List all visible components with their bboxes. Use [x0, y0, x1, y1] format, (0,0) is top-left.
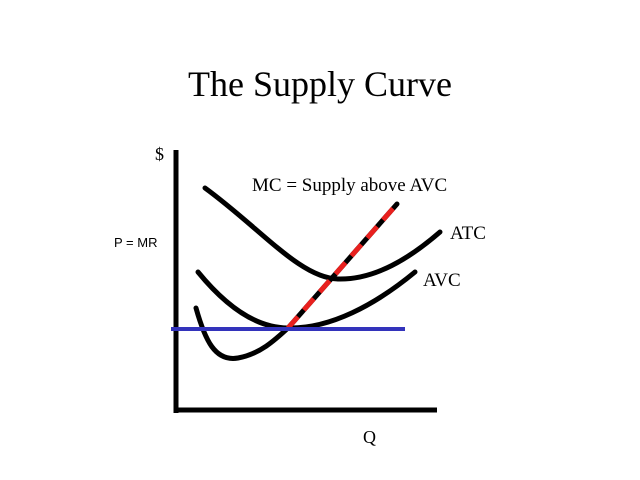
price-label: P = MR — [114, 235, 157, 250]
mc-curve — [193, 305, 291, 361]
slide-title: The Supply Curve — [188, 64, 452, 104]
mc-label: MC = Supply above AVC — [252, 175, 447, 196]
avc-label: AVC — [423, 270, 461, 291]
x-axis-label: Q — [363, 427, 376, 447]
y-axis-label: $ — [155, 144, 164, 164]
atc-label: ATC — [450, 223, 486, 244]
supply-curve-dashes — [286, 202, 399, 330]
avc-curve — [195, 269, 418, 331]
atc-curve — [202, 185, 443, 282]
